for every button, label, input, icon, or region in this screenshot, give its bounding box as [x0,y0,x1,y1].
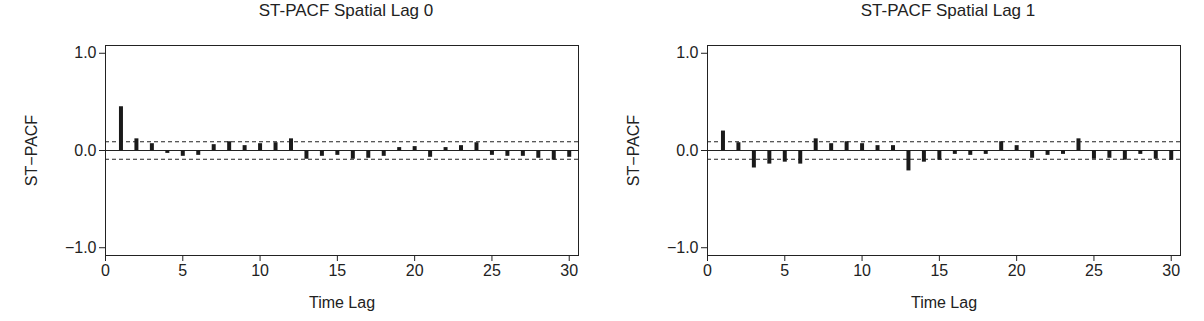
svg-text:1.0: 1.0 [74,44,96,61]
html-text:ST-PACF Spatial Lag 0: ST-PACF Spatial Lag 0 [258,1,434,20]
svg-text:0.0: 0.0 [676,142,698,159]
svg-text:15: 15 [328,262,346,279]
svg-text:20: 20 [1008,262,1026,279]
html-text:ST-PACF Spatial Lag 1: ST-PACF Spatial Lag 1 [860,1,1036,20]
svg-text:ST−PACF: ST−PACF [23,115,40,187]
svg-text:1.0: 1.0 [676,44,698,61]
svg-text:5: 5 [780,262,789,279]
svg-text:20: 20 [406,262,424,279]
svg-text:25: 25 [483,262,501,279]
svg-text:5: 5 [178,262,187,279]
svg-text:ST−PACF: ST−PACF [625,115,642,187]
svg-text:−1.0: −1.0 [667,239,699,256]
svg-text:10: 10 [853,262,871,279]
svg-text:15: 15 [930,262,948,279]
svg-text:0: 0 [101,262,110,279]
svg-text:0: 0 [703,262,712,279]
svg-text:0.0: 0.0 [74,142,96,159]
svg-text:25: 25 [1085,262,1103,279]
svg-text:Time Lag: Time Lag [309,294,375,311]
svg-text:10: 10 [251,262,269,279]
svg-text:30: 30 [560,262,578,279]
svg-text:Time Lag: Time Lag [911,294,977,311]
svg-text:30: 30 [1162,262,1180,279]
svg-text:−1.0: −1.0 [65,239,97,256]
